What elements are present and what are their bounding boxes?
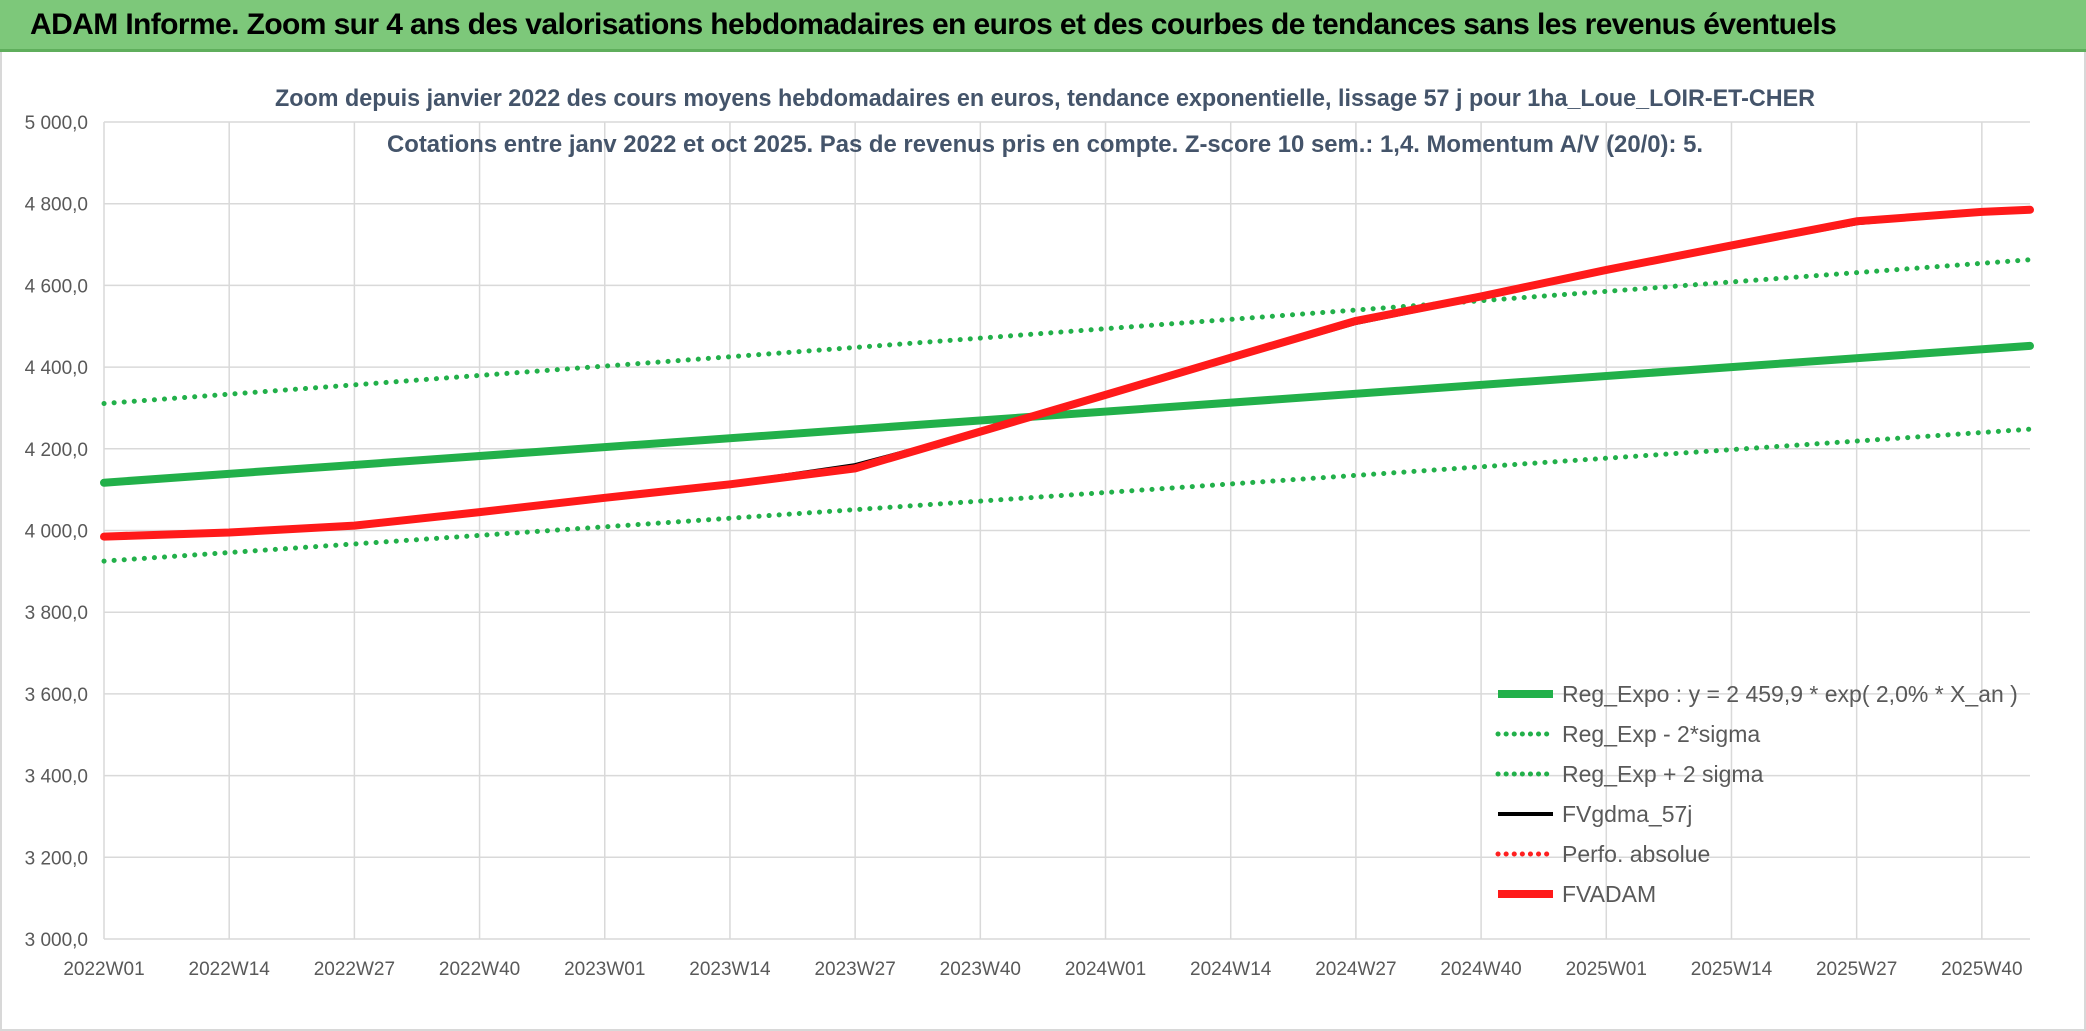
x-tick-label: 2025W14 [1691, 959, 1773, 980]
legend-label: Reg_Expo : y = 2 459,9 * exp( 2,0% * X_a… [1562, 681, 2018, 707]
series-line-1 [101, 426, 2033, 564]
legend: Reg_Expo : y = 2 459,9 * exp( 2,0% * X_a… [1495, 681, 2018, 907]
chart-frame [0, 52, 2086, 1031]
x-tick-label: 2024W14 [1190, 959, 1272, 980]
x-tick-label: 2022W01 [63, 959, 144, 980]
y-tick-label: 4 400,0 [25, 358, 88, 379]
series-line-5 [100, 205, 2034, 541]
x-tick-label: 2024W01 [1065, 959, 1146, 980]
legend-label: Reg_Exp - 2*sigma [1562, 721, 1760, 747]
x-tick-label: 2023W14 [689, 959, 771, 980]
x-tick-label: 2024W40 [1440, 959, 1521, 980]
x-tick-label: 2023W01 [564, 959, 645, 980]
y-axis-ticks: 3 000,0 3 200,0 3 400,0 3 600,0 3 800,0 4 000… [25, 113, 88, 951]
y-tick-label: 3 200,0 [25, 848, 88, 869]
y-tick-label: 3 800,0 [25, 603, 88, 624]
y-tick-label: 4 000,0 [25, 522, 88, 543]
series-line-0 [100, 341, 2034, 487]
legend-label: FVgdma_57j [1562, 801, 1692, 827]
report-banner: ADAM Informe. Zoom sur 4 ans des valoris… [0, 0, 2086, 52]
chart-title: Zoom depuis janvier 2022 des cours moyen… [275, 85, 1815, 112]
legend-label: Reg_Exp + 2 sigma [1562, 761, 1764, 787]
y-tick-label: 4 200,0 [25, 440, 88, 461]
y-tick-label: 3 600,0 [25, 685, 88, 706]
x-axis-ticks: 2022W01 2022W14 2022W27 2022W40 2023W01 2023W… [63, 959, 2022, 980]
chart-subtitle: Cotations entre janv 2022 et oct 2025. P… [387, 131, 1703, 158]
x-tick-label: 2022W27 [314, 959, 395, 980]
y-tick-label: 4 600,0 [25, 276, 88, 297]
x-tick-label: 2023W27 [814, 959, 895, 980]
report-title: ADAM Informe. Zoom sur 4 ans des valoris… [30, 8, 1837, 41]
x-tick-label: 2023W40 [940, 959, 1021, 980]
y-tick-label: 3 000,0 [25, 930, 88, 951]
series-lines [100, 205, 2034, 564]
y-tick-label: 4 800,0 [25, 195, 88, 216]
legend-label: Perfo. absolue [1562, 841, 1710, 867]
x-tick-label: 2025W01 [1566, 959, 1647, 980]
series-line-2 [101, 257, 2033, 406]
grid-lines [103, 121, 2030, 940]
legend-label: FVADAM [1562, 881, 1656, 907]
y-tick-label: 5 000,0 [25, 113, 88, 134]
x-tick-label: 2024W27 [1315, 959, 1396, 980]
x-tick-label: 2025W27 [1816, 959, 1897, 980]
x-tick-label: 2022W14 [189, 959, 271, 980]
series-line-3 [102, 207, 2032, 539]
x-tick-label: 2022W40 [439, 959, 520, 980]
y-tick-label: 3 400,0 [25, 767, 88, 788]
x-tick-label: 2025W40 [1941, 959, 2022, 980]
